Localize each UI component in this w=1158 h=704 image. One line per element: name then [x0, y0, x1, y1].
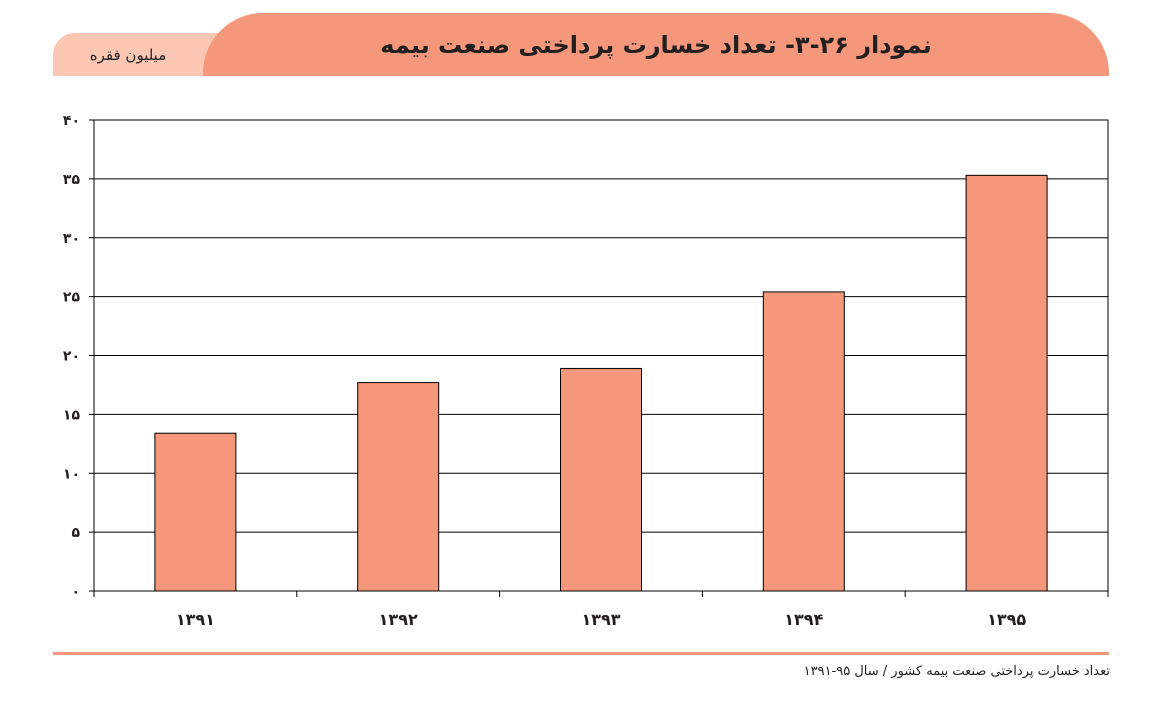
chart-title: نمودار ۲۶-۳- تعداد خسارت پرداختی صنعت بی… [380, 30, 932, 59]
y-tick-label: ۱۰ [63, 466, 80, 482]
y-tick-label: ۰ [71, 584, 80, 600]
y-tick-label: ۴۰ [63, 113, 80, 129]
x-tick-label: ۱۳۹۴ [784, 610, 823, 629]
y-tick-label: ۱۵ [63, 407, 81, 423]
y-tick-label: ۲۵ [63, 290, 81, 306]
x-tick-label: ۱۳۹۲ [379, 610, 418, 629]
bar [154, 432, 237, 592]
footer-divider [53, 652, 1109, 655]
bar [762, 291, 845, 592]
y-tick-label: ۳۵ [63, 172, 81, 188]
y-tick-label: ۵ [71, 525, 80, 541]
y-tick-label: ۲۰ [63, 349, 80, 365]
x-tick-label: ۱۳۹۵ [987, 610, 1026, 629]
bar [357, 382, 440, 592]
title-banner [203, 13, 1109, 76]
x-tick-label: ۱۳۹۱ [176, 610, 215, 629]
chart-source-caption: تعداد خسارت پرداختی صنعت بیمه کشور / سال… [803, 664, 1110, 679]
bar [560, 367, 642, 592]
x-tick-label: ۱۳۹۳ [581, 610, 620, 629]
y-tick-label: ۳۰ [63, 231, 80, 247]
bar [965, 174, 1048, 592]
y-axis-unit-label: میلیون فقره [89, 45, 167, 64]
